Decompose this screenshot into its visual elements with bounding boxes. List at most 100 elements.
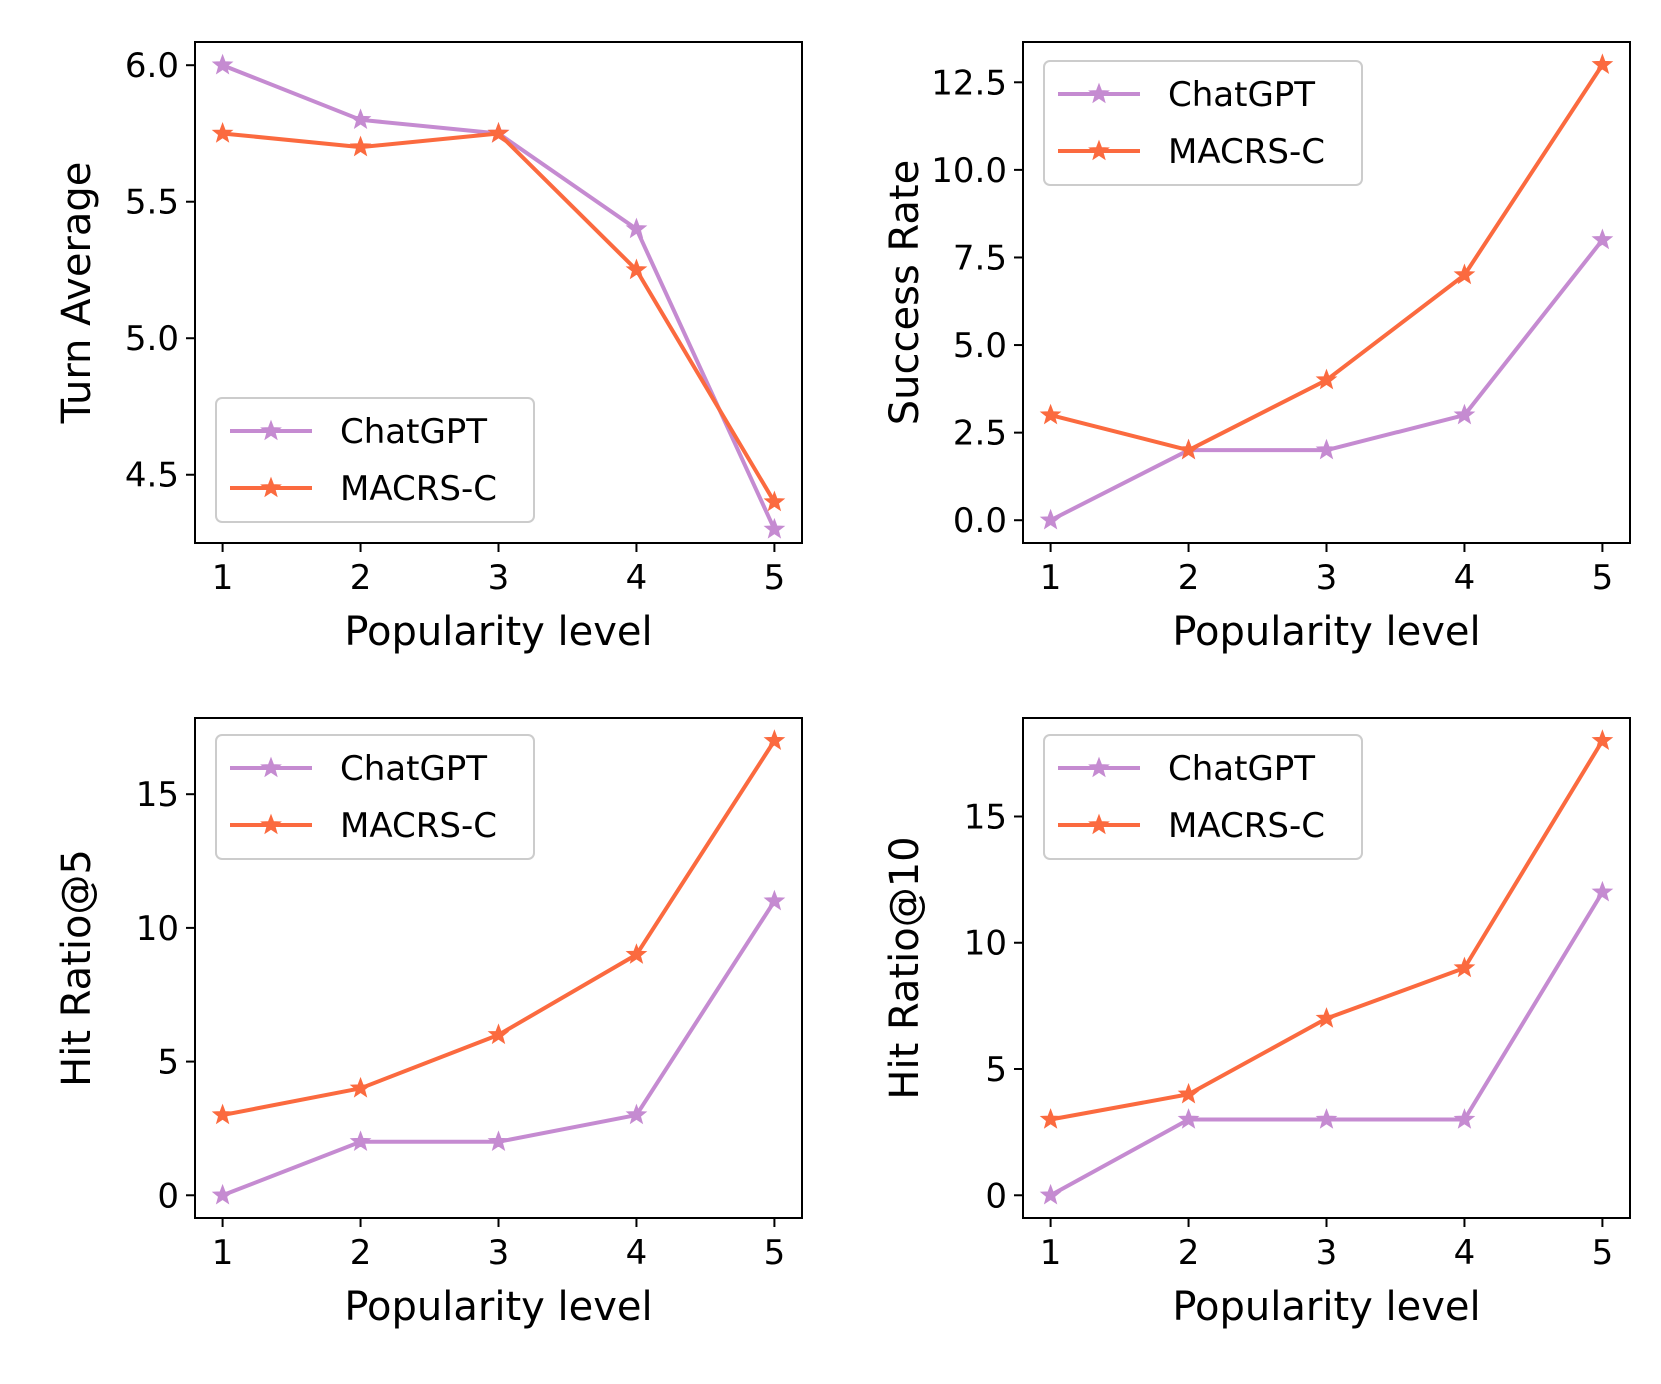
data-point-MACRS-C — [349, 135, 372, 157]
data-point-MACRS-C — [1315, 1007, 1338, 1028]
y-tick-label: 15 — [964, 797, 1007, 837]
legend-marker — [260, 419, 282, 441]
series-line-ChatGPT — [1049, 891, 1605, 1198]
y-tick-label: 12.5 — [931, 63, 1007, 103]
data-point-MACRS-C — [1453, 263, 1476, 285]
x-tick-label: 2 — [350, 1233, 372, 1273]
data-point-MACRS-C — [487, 122, 510, 143]
y-tick-label: 6.0 — [125, 46, 179, 86]
data-point-MACRS-C — [1591, 729, 1614, 750]
data-point-MACRS-C — [211, 122, 234, 143]
data-point-ChatGPT — [211, 1183, 234, 1205]
legend: ChatGPT MACRS-C — [215, 734, 535, 860]
y-tick-label: 4.5 — [125, 456, 179, 496]
data-point-MACRS-C — [1177, 1082, 1200, 1104]
data-point-MACRS-C — [1591, 53, 1614, 75]
x-tick-label: 2 — [350, 558, 372, 598]
data-point-ChatGPT — [211, 53, 234, 75]
x-tick-label: 1 — [212, 558, 234, 598]
x-tick-label: 3 — [1316, 1233, 1338, 1273]
x-tick-label: 1 — [1040, 1233, 1062, 1273]
data-point-MACRS-C — [1039, 403, 1062, 425]
legend: ChatGPT MACRS-C — [1043, 60, 1363, 186]
x-tick-label: 5 — [764, 558, 786, 598]
data-point-ChatGPT — [1315, 1108, 1338, 1129]
x-tick-label: 4 — [626, 558, 648, 598]
y-tick-label: 0 — [985, 1176, 1007, 1216]
legend-marker — [1088, 82, 1110, 104]
data-point-ChatGPT — [1591, 880, 1614, 902]
data-point-ChatGPT — [349, 108, 372, 130]
data-point-ChatGPT — [625, 1103, 648, 1125]
legend-marker — [1088, 139, 1110, 161]
x-tick-label: 5 — [1592, 1233, 1614, 1273]
y-tick-label: 10.0 — [931, 151, 1007, 191]
y-tick-label: 0 — [157, 1176, 179, 1216]
data-point-ChatGPT — [1039, 1183, 1062, 1205]
y-tick-label: 0.0 — [953, 501, 1007, 541]
subplot-4: 1 2 3 4 5 0 5 10 15 Popularity level Hit Ratio@10 C… — [882, 717, 1631, 1330]
data-point-MACRS-C — [349, 1076, 372, 1098]
x-tick-label: 1 — [212, 1233, 234, 1273]
y-axis-label: Hit Ratio@5 — [54, 849, 100, 1087]
x-axis-label: Popularity level — [1172, 609, 1480, 655]
data-point-MACRS-C — [625, 943, 648, 964]
legend-marker — [260, 813, 282, 835]
x-tick-label: 1 — [1040, 558, 1062, 598]
legend-label: MACRS-C — [1168, 806, 1325, 846]
data-point-ChatGPT — [1453, 1108, 1476, 1129]
data-point-MACRS-C — [487, 1023, 510, 1045]
legend-label: MACRS-C — [1168, 132, 1325, 172]
y-tick-label: 5.0 — [953, 326, 1007, 366]
legend: ChatGPT MACRS-C — [1043, 734, 1363, 860]
x-tick-label: 3 — [488, 558, 510, 598]
series-line-ChatGPT — [221, 900, 777, 1198]
data-point-MACRS-C — [763, 729, 786, 750]
y-tick-label: 10 — [136, 909, 179, 949]
x-tick-label: 3 — [488, 1233, 510, 1273]
x-tick-label: 2 — [1178, 558, 1200, 598]
data-point-ChatGPT — [1453, 403, 1476, 425]
subplot-3: 1 2 3 4 5 0 5 10 15 Popularity level Hit Ratio@5 Ch… — [54, 717, 803, 1330]
y-tick-label: 5.0 — [125, 319, 179, 359]
y-tick-label: 5 — [985, 1050, 1007, 1090]
data-point-MACRS-C — [1177, 438, 1200, 460]
data-point-MACRS-C — [1039, 1108, 1062, 1129]
data-point-MACRS-C — [763, 490, 786, 512]
data-point-MACRS-C — [625, 258, 648, 280]
data-point-MACRS-C — [211, 1103, 234, 1125]
legend: ChatGPT MACRS-C — [215, 397, 535, 523]
data-point-MACRS-C — [1453, 956, 1476, 978]
subplot-2: 1 2 3 4 5 0.0 2.5 5.0 7.5 10.0 12.5 Popularity leve… — [882, 41, 1631, 655]
data-point-ChatGPT — [1177, 1108, 1200, 1129]
y-tick-label: 5.5 — [125, 183, 179, 223]
x-tick-label: 3 — [1316, 558, 1338, 598]
legend-label: ChatGPT — [1168, 75, 1315, 115]
legend-marker — [1088, 756, 1110, 778]
y-tick-label: 7.5 — [953, 238, 1007, 278]
legend-marker — [260, 756, 282, 778]
data-point-ChatGPT — [1315, 438, 1338, 460]
x-tick-label: 5 — [1592, 558, 1614, 598]
data-point-ChatGPT — [1039, 508, 1062, 530]
x-tick-label: 2 — [1178, 1233, 1200, 1273]
legend-label: ChatGPT — [1168, 749, 1315, 789]
data-point-MACRS-C — [1315, 368, 1338, 390]
y-axis-label: Turn Average — [54, 162, 100, 425]
data-point-ChatGPT — [487, 1130, 510, 1152]
y-tick-label: 5 — [157, 1043, 179, 1083]
x-axis-label: Popularity level — [1172, 1284, 1480, 1330]
x-tick-label: 5 — [764, 1233, 786, 1273]
y-axis-label: Hit Ratio@10 — [882, 836, 928, 1099]
subplot-1: 1 2 3 4 5 4.5 5.0 5.5 6.0 Popularity level Turn Av… — [54, 41, 803, 655]
legend-label: ChatGPT — [340, 749, 487, 789]
y-axis-label: Success Rate — [882, 160, 928, 425]
legend-marker — [260, 476, 282, 498]
legend-label: MACRS-C — [340, 469, 497, 509]
y-tick-label: 2.5 — [953, 414, 1007, 454]
x-tick-label: 4 — [626, 1233, 648, 1273]
legend-label: ChatGPT — [340, 412, 487, 452]
y-tick-label: 10 — [964, 924, 1007, 964]
legend-label: MACRS-C — [340, 806, 497, 846]
